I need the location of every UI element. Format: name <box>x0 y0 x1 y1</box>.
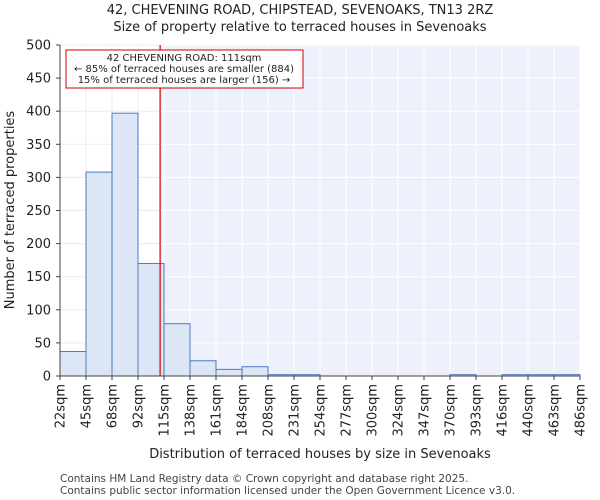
annotation-box: 42 CHEVENING ROAD: 111sqm ← 85% of terra… <box>65 49 304 89</box>
y-tick-label: 300 <box>26 171 51 186</box>
annotation-line-1: 42 CHEVENING ROAD: 111sqm <box>107 53 262 64</box>
x-tick-label: 440sqm <box>522 384 537 437</box>
footer-line-1: Contains HM Land Registry data © Crown c… <box>60 473 468 485</box>
x-tick-label: 184sqm <box>236 384 251 437</box>
chart-title: 42, CHEVENING ROAD, CHIPSTEAD, SEVENOAKS… <box>107 3 494 18</box>
x-tick-label: 22sqm <box>54 384 69 428</box>
bar-115sqm <box>163 323 191 377</box>
x-axis: 22sqm 45sqm 68sqm 92sqm 115sqm 138sqm 161sqm 18… <box>54 376 589 437</box>
x-tick-label: 115sqm <box>158 384 173 437</box>
x-tick-label: 208sqm <box>262 384 277 437</box>
annotation-line-3: 15% of terraced houses are larger (156) … <box>78 75 291 86</box>
x-axis-label: Distribution of terraced houses by size … <box>149 447 491 462</box>
x-tick-label: 92sqm <box>132 384 147 428</box>
x-tick-label: 463sqm <box>548 384 563 437</box>
x-tick-label: 393sqm <box>470 384 485 437</box>
y-tick-label: 150 <box>26 270 51 285</box>
x-tick-label: 416sqm <box>496 384 511 437</box>
x-tick-label: 45sqm <box>80 384 95 428</box>
y-tick-label: 450 <box>26 72 51 87</box>
y-tick-label: 250 <box>26 204 51 219</box>
bar-22sqm <box>59 351 87 377</box>
x-tick-label: 138sqm <box>184 384 199 437</box>
bar-184sqm <box>241 366 269 377</box>
y-tick-label: 400 <box>26 105 51 120</box>
annotation-line-2: ← 85% of terraced houses are smaller (88… <box>74 64 294 75</box>
x-tick-label: 277sqm <box>340 384 355 437</box>
x-tick-label: 370sqm <box>444 384 459 437</box>
chart-subtitle: Size of property relative to terraced ho… <box>113 20 486 35</box>
bar-68sqm <box>111 112 139 377</box>
y-tick-label: 50 <box>34 336 51 351</box>
x-tick-label: 68sqm <box>106 384 121 428</box>
y-tick-label: 350 <box>26 138 51 153</box>
x-tick-label: 324sqm <box>392 384 407 437</box>
y-tick-label: 200 <box>26 237 51 252</box>
x-tick-label: 486sqm <box>574 384 589 437</box>
bar-138sqm <box>189 360 217 377</box>
y-tick-label: 100 <box>26 303 51 318</box>
chart-title-block: 42, CHEVENING ROAD, CHIPSTEAD, SEVENOAKS… <box>107 3 494 35</box>
x-tick-label: 254sqm <box>314 384 329 437</box>
x-tick-label: 300sqm <box>366 384 381 437</box>
x-tick-label: 161sqm <box>210 384 225 437</box>
annotation-border <box>65 49 304 89</box>
y-axis: 0 50 100 150 200 250 300 350 400 450 500 <box>26 39 60 385</box>
x-tick-label: 347sqm <box>418 384 433 437</box>
bar-45sqm <box>85 171 113 377</box>
footer: Contains HM Land Registry data © Crown c… <box>60 473 515 497</box>
bar-161sqm <box>215 368 243 377</box>
y-axis-label: Number of terraced properties <box>3 111 18 310</box>
bars <box>59 112 581 377</box>
y-tick-label: 500 <box>26 39 51 54</box>
footer-line-2: Contains public sector information licen… <box>60 485 515 497</box>
y-tick-label: 0 <box>43 370 51 385</box>
x-tick-label: 231sqm <box>288 384 303 437</box>
